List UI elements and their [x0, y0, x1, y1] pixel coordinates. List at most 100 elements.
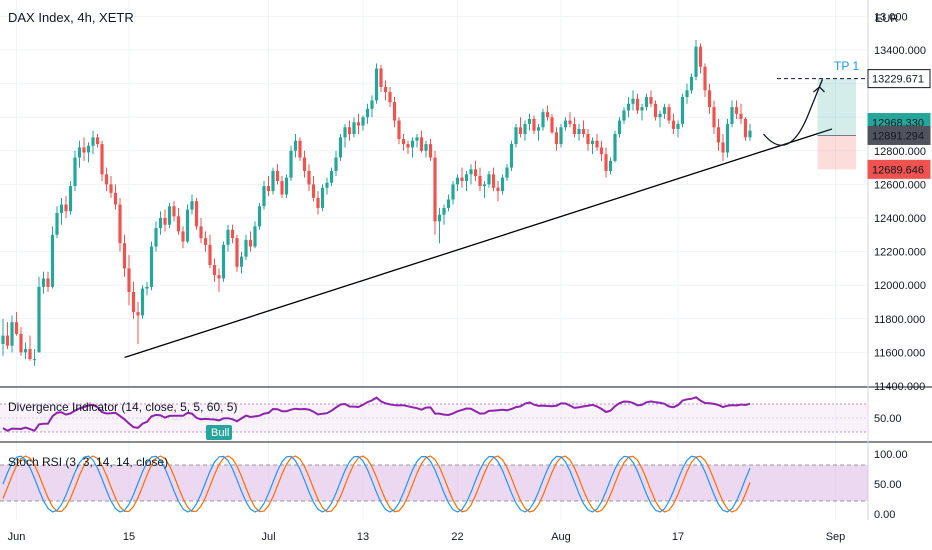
candle-body — [734, 107, 739, 114]
candle-body — [712, 107, 716, 128]
candle-body — [685, 90, 689, 98]
candle-body — [721, 142, 725, 153]
candle-body — [334, 157, 338, 171]
candle-body — [514, 127, 518, 145]
candle-body — [613, 134, 617, 161]
candle-body — [235, 238, 239, 267]
candle-body — [59, 204, 64, 213]
candle-body — [586, 134, 590, 145]
candle-body — [433, 157, 437, 222]
candle-body — [451, 184, 455, 200]
candle-body — [190, 201, 194, 210]
candle-body — [10, 322, 14, 346]
candle-body — [698, 46, 703, 67]
stoch-d-line — [2, 455, 751, 513]
price-badge-text: 12689.646 — [872, 164, 924, 176]
time-tick-label: Jul — [261, 531, 275, 543]
candle-body — [739, 113, 743, 119]
divergence-level: 50.00 — [874, 413, 902, 425]
candle-body — [676, 123, 680, 129]
candle-body — [473, 169, 478, 176]
candle-body — [622, 110, 626, 121]
candle-body — [320, 187, 325, 208]
candle-body — [716, 127, 721, 143]
candle-body — [176, 216, 181, 232]
price-tick-label: 13 000 — [874, 11, 908, 23]
candle-body — [248, 239, 253, 247]
candle-body — [145, 286, 149, 289]
candle-body — [370, 100, 374, 109]
candle-body — [167, 206, 172, 225]
price-tick-label: 12200.000 — [874, 247, 926, 259]
candle-body — [554, 132, 559, 145]
candle-body — [437, 214, 442, 222]
candle-body — [635, 98, 640, 111]
bull-badge — [206, 425, 232, 440]
candle-body — [100, 144, 104, 175]
candle-body — [122, 243, 127, 269]
candle-body — [86, 145, 91, 153]
candle-body — [644, 97, 649, 108]
stoch-tick-label: 100.00 — [874, 449, 908, 461]
candle-body — [131, 291, 136, 313]
candle-body — [415, 137, 419, 141]
price-badge — [867, 69, 931, 89]
candle-body — [500, 177, 505, 192]
candle-body — [469, 169, 473, 175]
candle-body — [311, 184, 316, 198]
candle-body — [581, 128, 586, 134]
price-tick-label: 13400.000 — [874, 45, 926, 57]
candle-body — [482, 184, 487, 187]
candle-body — [640, 107, 644, 111]
candle-body — [523, 123, 527, 134]
candle-body — [50, 234, 55, 287]
candle-body — [257, 206, 262, 227]
candle-body — [46, 278, 50, 287]
candle-body — [559, 127, 563, 145]
candle-body — [181, 231, 185, 242]
price-tick-label: 12400.000 — [874, 213, 926, 225]
candle-body — [32, 359, 37, 361]
candle-body — [626, 103, 631, 111]
arrow-head — [813, 86, 825, 93]
candle-body — [361, 117, 365, 126]
candle-body — [352, 122, 356, 134]
time-tick-label: 15 — [123, 531, 135, 543]
trendline — [124, 128, 833, 359]
candle-body — [203, 238, 208, 245]
time-tick-label: Jun — [8, 531, 26, 543]
candle-body — [91, 137, 95, 146]
candle-body — [280, 181, 284, 195]
candle-body — [707, 90, 712, 108]
candle-body — [667, 107, 671, 121]
candle-body — [325, 182, 329, 188]
stoch-k-line — [2, 455, 751, 513]
currency-label[interactable]: EUR — [875, 13, 898, 25]
price-badge — [867, 159, 931, 179]
candle-body — [577, 128, 581, 134]
candle-body — [275, 170, 280, 182]
candle-body — [662, 107, 667, 114]
candle-body — [365, 108, 370, 118]
price-badge — [867, 125, 931, 145]
time-axis: Jun15Jul1322Aug17Sep14 — [8, 531, 846, 543]
time-tick-label: Aug — [551, 531, 571, 543]
candle-body — [104, 174, 109, 185]
divergence-panel: 50.00 Bull — [0, 396, 902, 440]
divergence-line — [2, 396, 751, 432]
price-tick-label: 11600.000 — [874, 347, 925, 359]
candle-body — [163, 218, 167, 225]
candle-body — [230, 229, 235, 239]
candle-body — [658, 113, 662, 118]
candle-body — [541, 112, 545, 128]
candle-body — [392, 102, 397, 121]
candle-body — [185, 209, 190, 242]
candle-body — [347, 127, 352, 134]
grid — [0, 0, 932, 520]
candle-body — [217, 275, 221, 279]
candle-body — [73, 157, 77, 187]
candle-body — [356, 122, 361, 126]
stoch-label: Stoch RSI (3, 3, 14, 14, close) — [8, 455, 168, 469]
candle-body — [478, 176, 482, 187]
